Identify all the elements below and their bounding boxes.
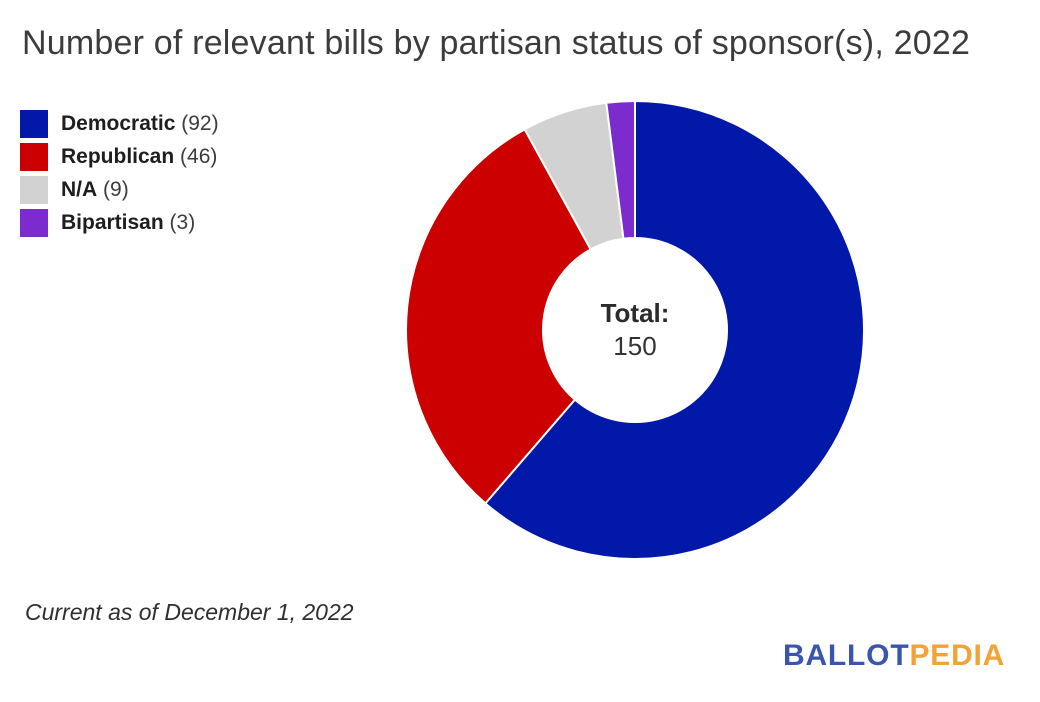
legend-label-name: Republican (61, 145, 175, 168)
ballotpedia-logo: BALLOTPEDIA (783, 639, 1005, 673)
legend-item-democratic: Democratic (92) (20, 110, 219, 138)
chart-title: Number of relevant bills by partisan sta… (22, 24, 971, 62)
donut-chart (405, 99, 865, 560)
donut-chart-container (400, 95, 870, 565)
legend-label: Bipartisan (3) (61, 211, 195, 235)
legend-label-count: (46) (180, 145, 218, 168)
donut-slice-republican (405, 127, 593, 505)
total-label: Total: (600, 298, 670, 328)
legend-label-name: Bipartisan (61, 211, 164, 234)
legend-label-name: Democratic (61, 112, 176, 135)
legend-label-count: (92) (181, 112, 219, 135)
logo-part-pedia: PEDIA (909, 639, 1006, 672)
logo-part-ballot: BALLOT (783, 639, 910, 672)
legend-swatch-democratic (20, 110, 48, 138)
donut-center-text: Total: 150 (543, 297, 727, 363)
legend-swatch-na (20, 176, 48, 204)
legend-item-na: N/A (9) (20, 176, 219, 204)
legend: Democratic (92) Republican (46) N/A (9) … (20, 110, 219, 242)
legend-item-bipartisan: Bipartisan (3) (20, 209, 219, 237)
legend-label-count: (3) (169, 211, 196, 234)
legend-swatch-bipartisan (20, 209, 48, 237)
legend-swatch-republican (20, 143, 48, 171)
legend-label: N/A (9) (61, 178, 129, 202)
legend-label: Democratic (92) (61, 112, 219, 136)
total-value: 150 (613, 331, 657, 361)
legend-label-name: N/A (61, 178, 98, 201)
footnote: Current as of December 1, 2022 (25, 599, 354, 625)
donut-slice-democratic (483, 99, 865, 560)
legend-label: Republican (46) (61, 145, 217, 169)
legend-label-count: (9) (103, 178, 129, 201)
donut-slice-bipartisan (605, 99, 636, 240)
legend-item-republican: Republican (46) (20, 143, 219, 171)
